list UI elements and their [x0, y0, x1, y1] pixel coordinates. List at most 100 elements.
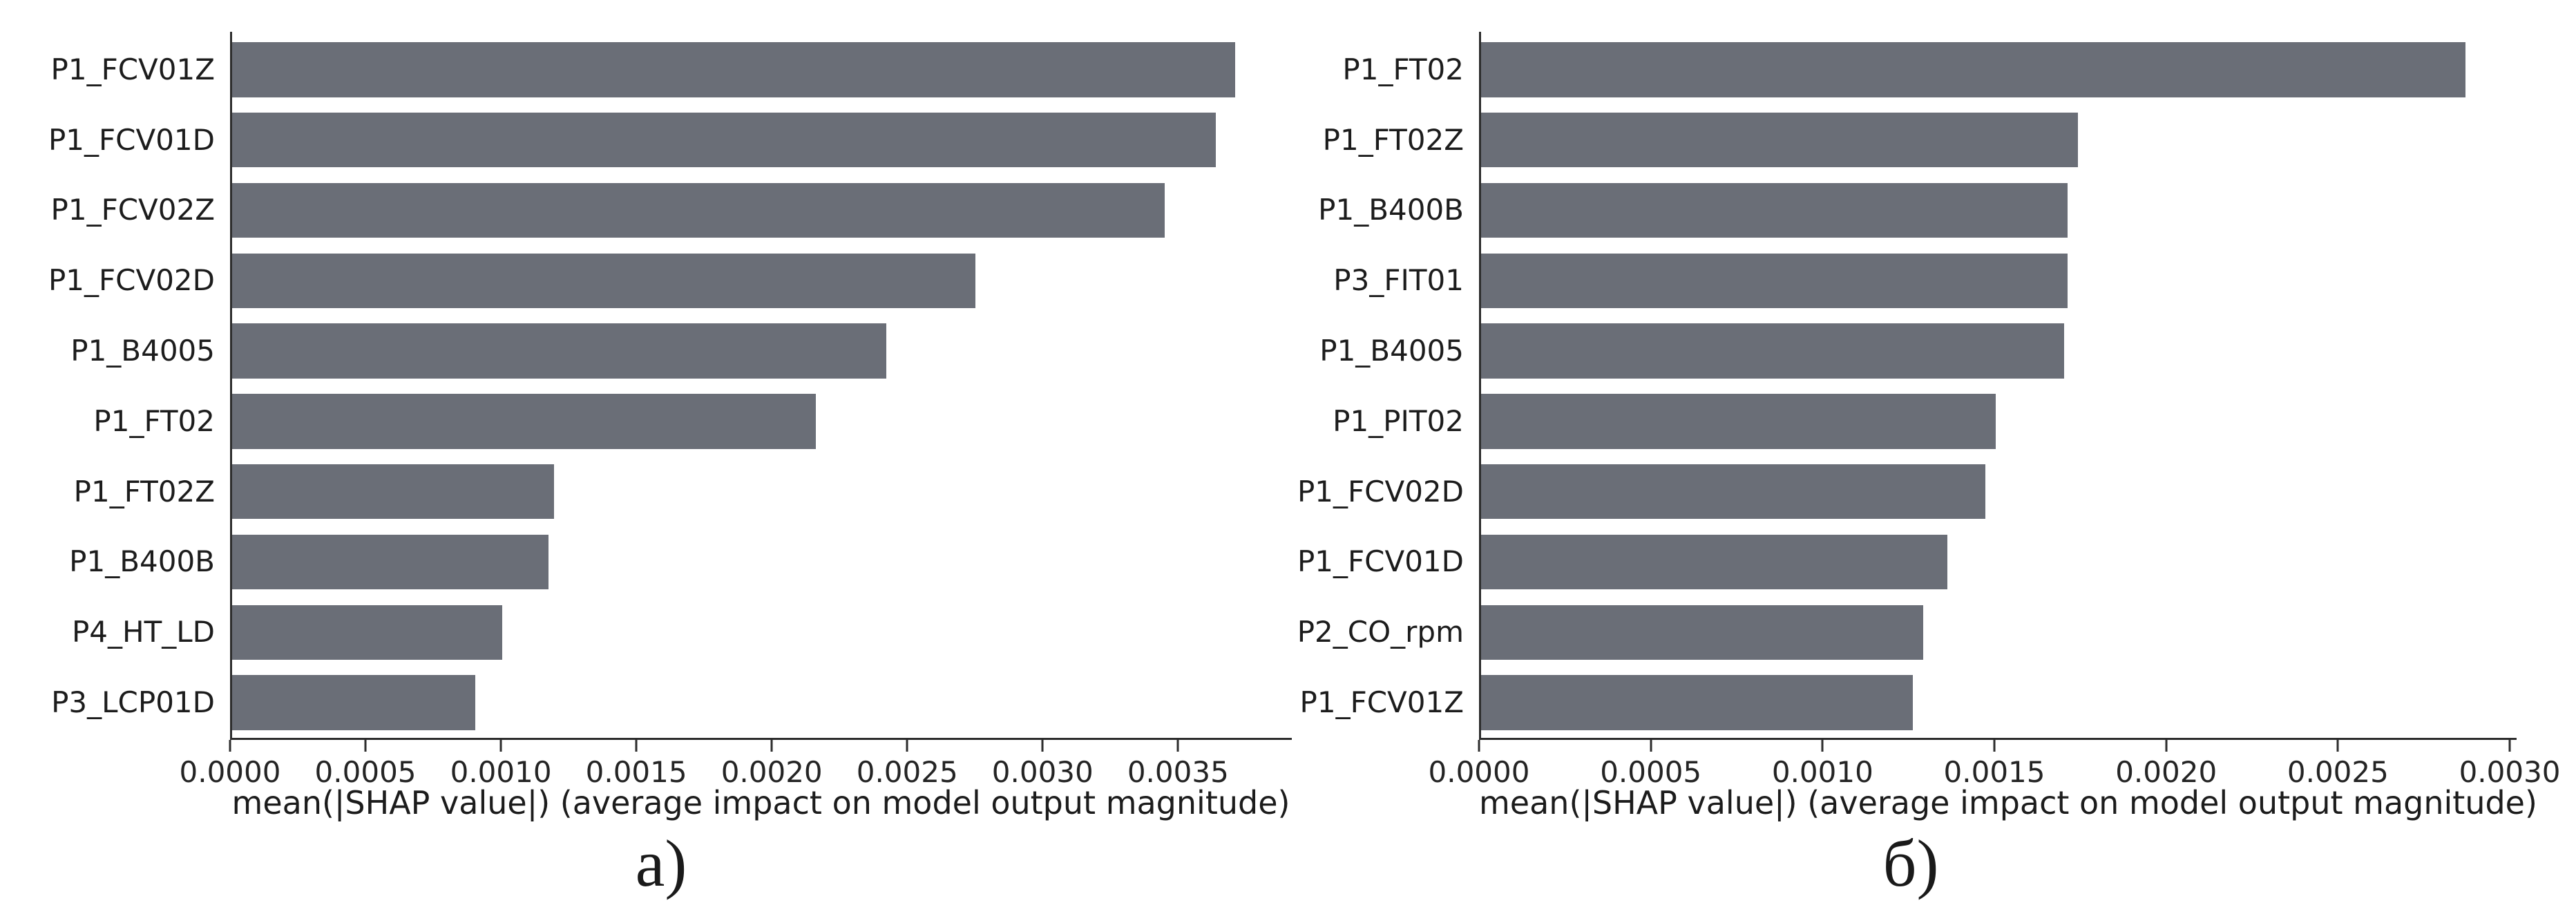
bar-P1_FCV02Z [232, 182, 1165, 238]
bar-row-P1_FT02: P1_FT02 [1342, 35, 2517, 105]
x-tick-mark [1821, 740, 1824, 752]
y-tick-label: P1_B400B [69, 544, 215, 579]
y-tick-label: P1_FCV02D [48, 263, 215, 298]
chart-b-x-axis-title: mean(|SHAP value|) (average impact on mo… [1479, 784, 2537, 821]
bar-P1_FT02Z [232, 464, 554, 520]
x-tick-label: 0.0020 [721, 755, 823, 789]
x-tick-mark [1478, 740, 1480, 752]
bar-row-P1_FT02: P1_FT02 [93, 386, 1292, 457]
x-tick-label: 0.0000 [1428, 755, 1530, 789]
y-tick-label: P1_FT02Z [73, 474, 215, 508]
bar-P3_LCP01D [232, 675, 476, 730]
y-tick-label: P2_CO_rpm [1297, 615, 1464, 649]
x-tick-label: 0.0015 [585, 755, 687, 789]
x-tick: 0.0030 [992, 740, 1094, 787]
bar-P1_FT02Z [1481, 113, 2078, 168]
bar-row-P1_B4005: P1_B4005 [1319, 316, 2517, 386]
x-tick-label: 0.0025 [2287, 755, 2389, 789]
bar-row-P1_FCV01Z: P1_FCV01Z [1300, 667, 2517, 738]
y-tick-label: P1_B400B [1318, 193, 1464, 227]
bar-row-P1_B4005: P1_B4005 [70, 316, 1292, 386]
x-tick-label: 0.0020 [2115, 755, 2217, 789]
chart-a: P1_FCV01Z P1_FCV01D P1_FCV02Z P1_FCV02D P1_B… [48, 32, 1292, 821]
x-tick: 0.0025 [2287, 740, 2389, 787]
y-tick-label: P1_FCV02D [1297, 474, 1464, 508]
x-tick: 0.0030 [2459, 740, 2561, 787]
y-tick-label: P1_B4005 [70, 334, 215, 368]
x-tick-mark [1650, 740, 1652, 752]
chart-a-plot-area: P1_FCV01Z P1_FCV01D P1_FCV02Z P1_FCV02D P1_B… [48, 32, 1292, 740]
bar-P1_FCV01D [1481, 534, 1948, 590]
bar-row-P1_FCV02D: P1_FCV02D [1297, 457, 2517, 527]
chart-b-caption: б) [1882, 826, 1939, 900]
bar-P2_CO_rpm [1481, 605, 1924, 660]
x-tick-label: 0.0025 [856, 755, 958, 789]
bar-P4_HT_LD [232, 605, 503, 660]
bar-row-P1_PIT02: P1_PIT02 [1333, 386, 2517, 457]
y-tick-label: P1_FCV01Z [50, 52, 215, 86]
bar-P1_B4005 [1481, 323, 2064, 379]
bar-P1_FCV02D [1481, 464, 1985, 520]
x-tick-mark [635, 740, 638, 752]
x-tick: 0.0005 [1600, 740, 1701, 787]
y-tick-label: P1_FT02Z [1322, 122, 1464, 157]
bar-P1_B400B [232, 534, 548, 590]
bar-row-P1_FCV01Z: P1_FCV01Z [51, 35, 1292, 105]
y-tick-label: P3_LCP01D [51, 685, 215, 720]
bar-row-P1_FCV02Z: P1_FCV02Z [51, 175, 1292, 246]
bar-row-P1_B400B: P1_B400B [1318, 175, 2517, 246]
bar-row-P3_LCP01D: P3_LCP01D [51, 667, 1292, 738]
x-tick-mark [2508, 740, 2511, 752]
x-tick: 0.0025 [857, 740, 958, 787]
chart-b: P1_FT02 P1_FT02Z P1_B400B P3_FIT01 P1_B4005 P… [1297, 32, 2561, 821]
chart-b-plot-area: P1_FT02 P1_FT02Z P1_B400B P3_FIT01 P1_B4005 P… [1297, 32, 2517, 740]
bar-P1_FT02 [232, 394, 817, 449]
y-tick-label: P1_FCV01D [1297, 544, 1464, 579]
x-tick-label: 0.0010 [450, 755, 552, 789]
bar-row-P1_FT02Z: P1_FT02Z [1323, 105, 2517, 175]
x-tick: 0.0005 [315, 740, 417, 787]
chart-a-x-axis-title: mean(|SHAP value|) (average impact on mo… [231, 784, 1290, 821]
x-tick-label: 0.0030 [2459, 755, 2561, 789]
x-tick-mark [229, 740, 231, 752]
bar-row-P1_FCV01D: P1_FCV01D [1297, 527, 2517, 598]
x-tick: 0.0000 [179, 740, 281, 789]
x-tick: 0.0020 [721, 740, 823, 787]
x-tick: 0.0010 [1772, 740, 1873, 787]
x-tick-mark [770, 740, 773, 752]
x-tick-mark [364, 740, 367, 752]
bar-P3_FIT01 [1481, 253, 2068, 308]
bar-row-P1_FT02Z: P1_FT02Z [74, 457, 1292, 527]
x-tick-label: 0.0035 [1127, 755, 1229, 789]
x-tick-mark [1176, 740, 1179, 752]
bar-P1_B4005 [232, 323, 886, 379]
bar-P1_PIT02 [1481, 394, 1996, 449]
bar-row-P1_FCV02D: P1_FCV02D [48, 245, 1292, 316]
bar-P1_FCV01D [232, 113, 1217, 168]
bar-P1_FT02 [1481, 42, 2465, 97]
x-tick: 0.0035 [1127, 740, 1229, 787]
x-tick-mark [906, 740, 908, 752]
x-tick: 0.0010 [450, 740, 552, 787]
x-tick-mark [2165, 740, 2168, 752]
y-tick-label: P1_B4005 [1319, 334, 1464, 368]
x-tick-label: 0.0005 [314, 755, 417, 789]
y-tick-label: P1_FT02 [1342, 52, 1464, 86]
bar-P1_FCV01Z [1481, 675, 1914, 730]
x-tick-mark [499, 740, 502, 752]
y-tick-label: P1_FT02 [93, 403, 215, 438]
x-tick-mark [1041, 740, 1044, 752]
x-tick-mark [2336, 740, 2339, 752]
x-tick: 0.0000 [1428, 740, 1530, 789]
x-tick: 0.0015 [1944, 740, 2045, 787]
y-tick-label: P1_FCV02Z [50, 193, 215, 227]
x-tick-label: 0.0030 [991, 755, 1094, 789]
bar-P1_FCV02D [232, 253, 976, 308]
y-tick-label: P1_FCV01Z [1299, 685, 1464, 720]
x-tick-label: 0.0000 [179, 755, 281, 789]
x-tick-label: 0.0005 [1600, 755, 1702, 789]
x-tick-label: 0.0010 [1771, 755, 1873, 789]
x-tick-mark [1993, 740, 1996, 752]
bar-row-P1_FCV01D: P1_FCV01D [48, 105, 1292, 175]
